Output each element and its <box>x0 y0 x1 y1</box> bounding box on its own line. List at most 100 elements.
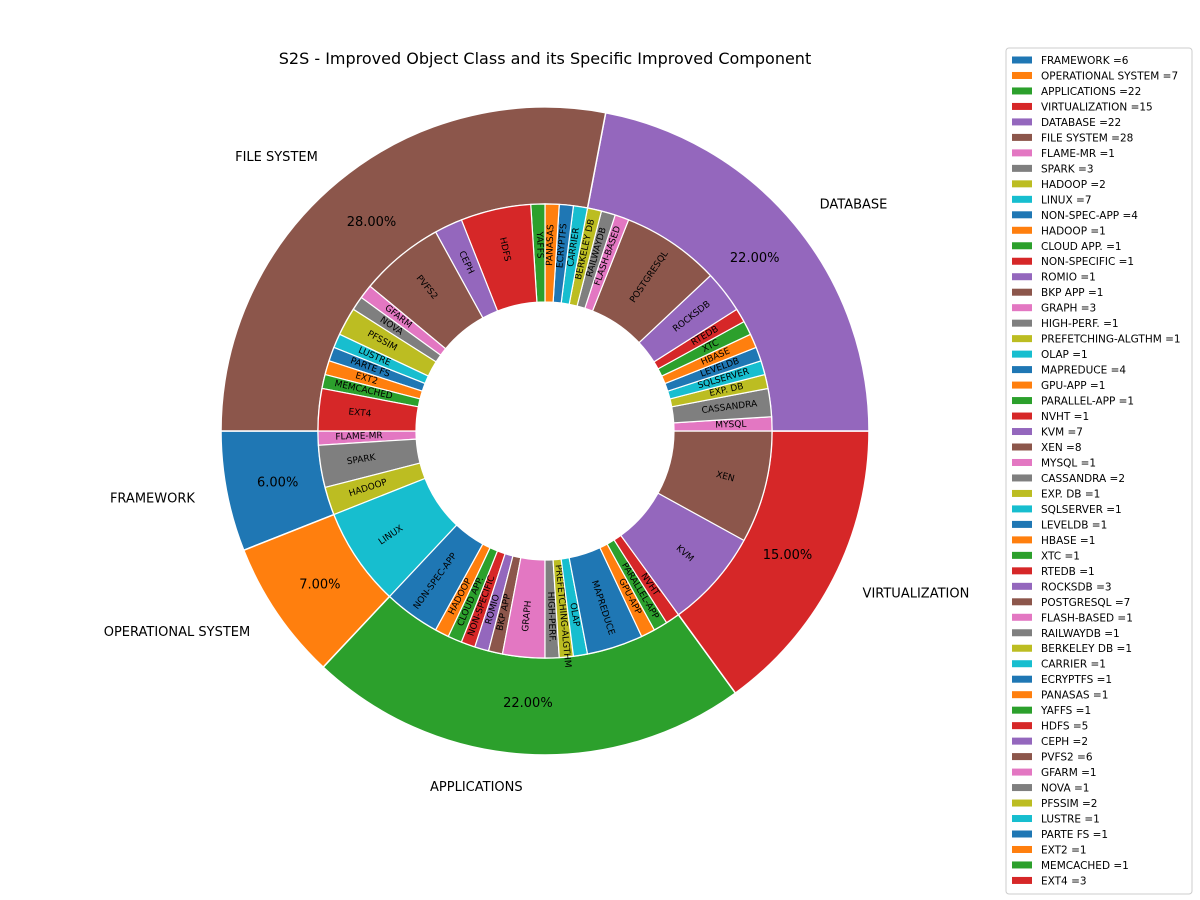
legend-swatch <box>1012 56 1032 64</box>
inner-label-yaffs: YAFFS <box>534 231 545 259</box>
legend-entry: LEVELDB =1 <box>1041 519 1107 531</box>
legend-entry: DATABASE =22 <box>1041 117 1121 129</box>
legend-swatch <box>1012 412 1032 420</box>
legend-entry: CASSANDRA =2 <box>1041 473 1125 485</box>
legend-swatch <box>1012 273 1032 281</box>
legend-entry: PVFS2 =6 <box>1041 752 1093 764</box>
legend-swatch <box>1012 845 1032 853</box>
legend: FRAMEWORK =6 OPERATIONAL SYSTEM =7 APPLICA… <box>1005 47 1193 895</box>
legend-entry: FILE SYSTEM =28 <box>1041 132 1133 144</box>
pct-label-file-system: 28.00% <box>347 215 397 230</box>
inner-label-ecryptfs: ECRYPTFS <box>555 223 569 269</box>
legend-entry: VIRTUALIZATION =15 <box>1041 101 1153 113</box>
legend-swatch <box>1012 644 1032 652</box>
legend-entry: XEN =8 <box>1041 442 1082 454</box>
outer-label-virtualization: VIRTUALIZATION <box>863 586 970 601</box>
legend-swatch <box>1012 164 1032 172</box>
pct-label-framework: 6.00% <box>257 475 298 490</box>
inner-wedge-ext4 <box>317 387 419 432</box>
legend-swatch <box>1012 691 1032 699</box>
outer-label-applications: APPLICATIONS <box>430 780 523 795</box>
legend-swatch <box>1012 180 1032 188</box>
legend-entry: XTC =1 <box>1041 550 1080 562</box>
inner-label-mysql: MYSQL <box>715 420 746 431</box>
legend-swatch <box>1012 87 1032 95</box>
pct-label-operational-system: 7.00% <box>299 577 340 592</box>
inner-label-xen: XEN <box>715 470 735 484</box>
legend-swatch <box>1012 505 1032 513</box>
legend-swatch <box>1012 242 1032 250</box>
outer-labels: FRAMEWORK 6.00% OPERATIONAL SYSTEM 7.00% APP… <box>104 150 970 795</box>
legend-swatch <box>1012 149 1032 157</box>
legend-entry: EXT4 =3 <box>1041 875 1087 887</box>
legend-swatch <box>1012 211 1032 219</box>
legend-swatch <box>1012 722 1032 730</box>
pct-label-database: 22.00% <box>730 251 780 266</box>
legend-swatch <box>1012 876 1032 884</box>
legend-swatch <box>1012 551 1032 559</box>
legend-swatch <box>1012 350 1032 358</box>
legend-swatch <box>1012 71 1032 79</box>
pct-label-applications: 22.00% <box>503 696 553 711</box>
legend-entry: NVHT =1 <box>1041 411 1089 423</box>
legend-entry: PREFETCHING-ALGTHM =1 <box>1041 334 1181 346</box>
legend-swatch <box>1012 102 1032 110</box>
legend-swatch <box>1012 381 1032 389</box>
legend-swatch <box>1012 737 1032 745</box>
inner-label-spark: SPARK <box>346 453 377 468</box>
legend-entry: LINUX =7 <box>1041 194 1092 206</box>
legend-entry: MYSQL =1 <box>1041 457 1096 469</box>
legend-entry: CEPH =2 <box>1041 736 1088 748</box>
legend-entry: EXT2 =1 <box>1041 844 1087 856</box>
legend-entry: HADOOP =2 <box>1041 179 1106 191</box>
pct-label-virtualization: 15.00% <box>763 548 813 563</box>
legend-entry: KVM =7 <box>1041 427 1083 439</box>
legend-entry: NOVA =1 <box>1041 783 1089 795</box>
legend-frame <box>1005 47 1193 895</box>
legend-entry: APPLICATIONS =22 <box>1041 86 1141 98</box>
legend-swatch <box>1012 304 1032 312</box>
legend-entry: FLAME-MR =1 <box>1041 148 1115 160</box>
legend-entry: RAILWAYDB =1 <box>1041 628 1120 640</box>
legend-swatch <box>1012 195 1032 203</box>
legend-swatch <box>1012 613 1032 621</box>
legend-swatch <box>1012 366 1032 374</box>
legend-entry: GFARM =1 <box>1041 767 1097 779</box>
legend-swatch <box>1012 567 1032 575</box>
inner-label-graph: GRAPH <box>521 600 534 632</box>
legend-entry: HADOOP =1 <box>1041 225 1106 237</box>
legend-entry: CARRIER =1 <box>1041 659 1106 671</box>
legend-swatch <box>1012 288 1032 296</box>
legend-entry: OPERATIONAL SYSTEM =7 <box>1041 70 1178 82</box>
legend-swatch <box>1012 598 1032 606</box>
legend-entry: FLASH-BASED =1 <box>1041 612 1133 624</box>
inner-label-olap: OLAP <box>567 602 581 628</box>
outer-label-file-system: FILE SYSTEM <box>235 150 318 165</box>
legend-entry: HBASE =1 <box>1041 535 1095 547</box>
legend-swatch <box>1012 784 1032 792</box>
legend-swatch <box>1012 815 1032 823</box>
legend-entry: CLOUD APP. =1 <box>1041 241 1122 253</box>
legend-entry: SPARK =3 <box>1041 163 1094 175</box>
legend-entry: RTEDB =1 <box>1041 566 1095 578</box>
legend-swatch <box>1012 397 1032 405</box>
legend-swatch <box>1012 474 1032 482</box>
legend-entry: PARALLEL-APP =1 <box>1041 396 1134 408</box>
legend-entry: HDFS =5 <box>1041 721 1088 733</box>
legend-swatch <box>1012 489 1032 497</box>
legend-entry: FRAMEWORK =6 <box>1041 55 1129 67</box>
legend-swatch <box>1012 675 1032 683</box>
legend-swatch <box>1012 133 1032 141</box>
legend-swatch <box>1012 118 1032 126</box>
legend-entry: BERKELEY DB =1 <box>1041 643 1132 655</box>
chart-title: S2S - Improved Object Class and its Spec… <box>279 49 811 68</box>
legend-swatch <box>1012 799 1032 807</box>
outer-label-database: DATABASE <box>820 197 888 212</box>
legend-swatch <box>1012 443 1032 451</box>
legend-swatch <box>1012 660 1032 668</box>
legend-entry: PFSSIM =2 <box>1041 798 1098 810</box>
legend-entry: ROMIO =1 <box>1041 272 1096 284</box>
legend-entry: POSTGRESQL =7 <box>1041 597 1130 609</box>
legend-entry: EXP. DB =1 <box>1041 488 1100 500</box>
legend-swatch <box>1012 226 1032 234</box>
